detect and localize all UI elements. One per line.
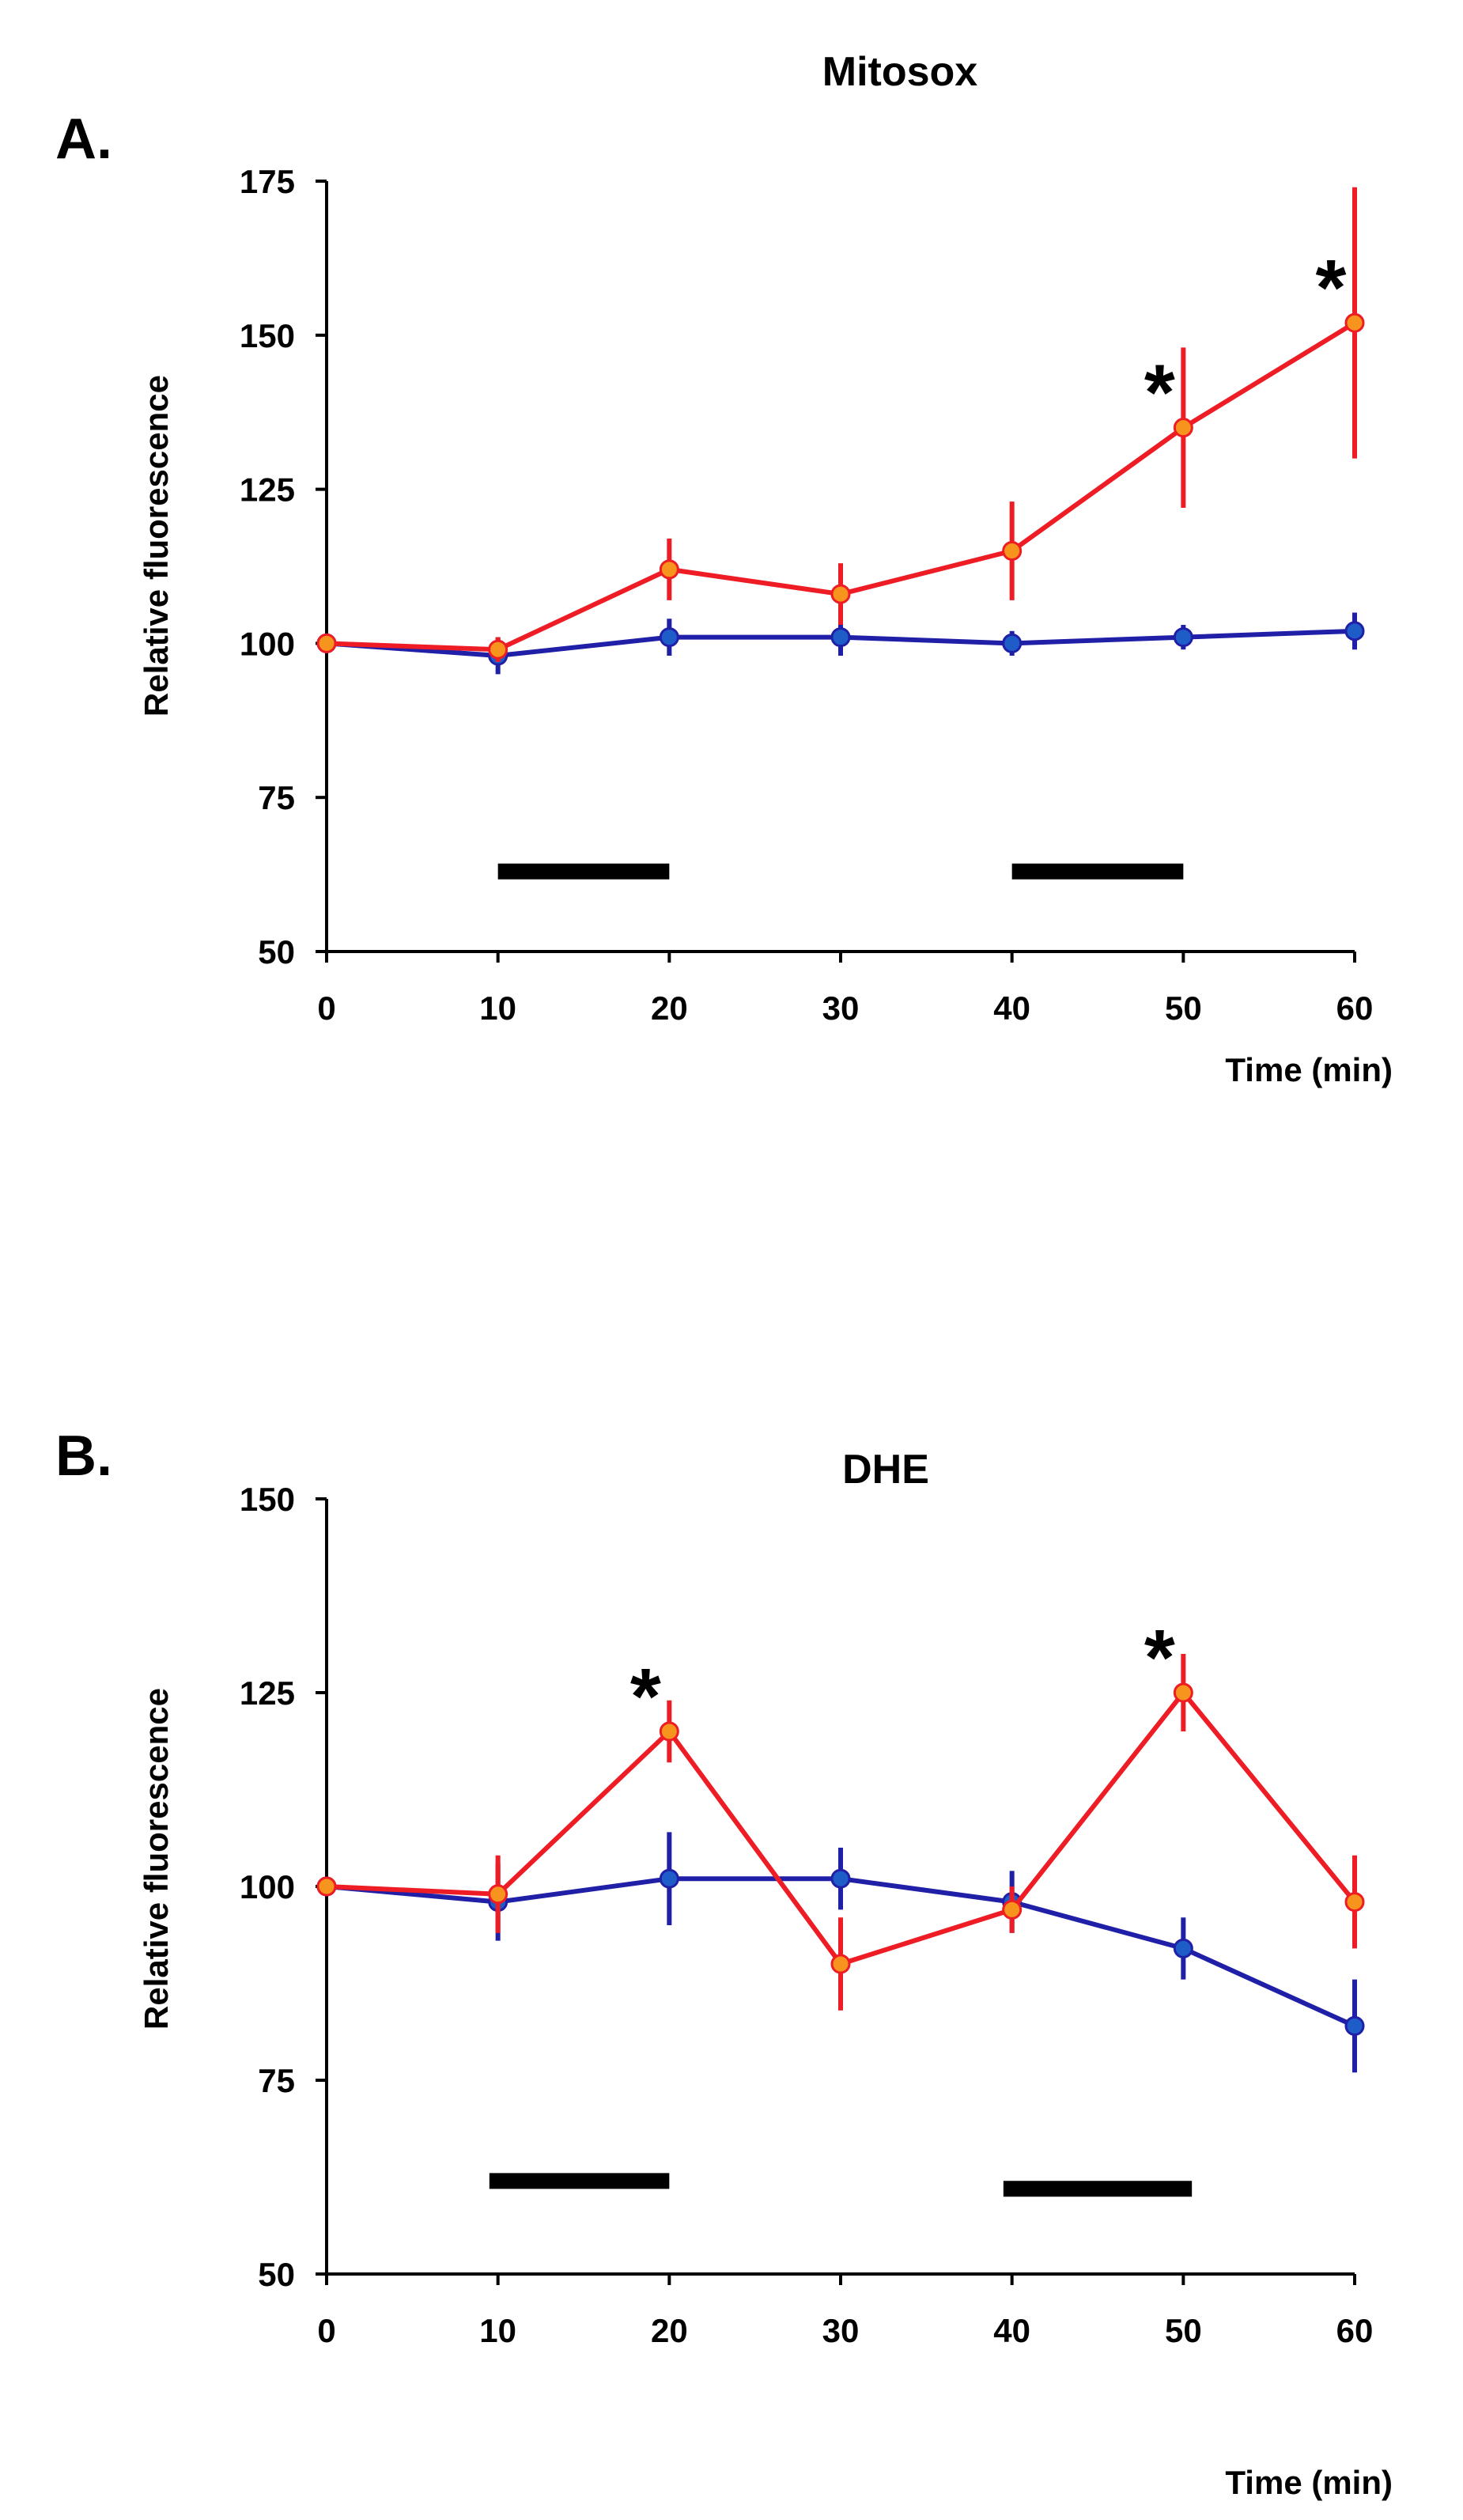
y-axis-label: Relative fluorescence [138, 375, 175, 717]
x-tick-label: 50 [1165, 989, 1202, 1027]
data-point-blue [659, 1868, 679, 1889]
data-point-red [488, 639, 508, 660]
chart-panel-b: B. DHE Relative fluorescence Time (min) … [55, 1425, 1393, 2501]
y-tick-label: 125 [240, 471, 295, 509]
panel-label: B. [55, 1425, 112, 1488]
y-tick-label: 175 [240, 163, 295, 200]
y-tick-label: 100 [240, 625, 295, 662]
data-point-red [659, 559, 679, 580]
data-point-red [316, 1876, 337, 1897]
x-tick-label: 40 [993, 2312, 1030, 2349]
panel-label: A. [55, 108, 112, 171]
data-point-red [1002, 1899, 1023, 1920]
y-tick-label: 50 [258, 933, 295, 971]
y-axis-label: Relative fluorescence [138, 1688, 175, 2030]
data-point-blue [830, 627, 851, 648]
significance-marker: * [1316, 244, 1347, 332]
y-tick-label: 50 [258, 2256, 295, 2293]
x-tick-label: 0 [317, 989, 335, 1027]
data-point-blue [1344, 2015, 1365, 2036]
y-tick-label: 125 [240, 1674, 295, 1712]
data-point-red [1173, 1682, 1193, 1703]
data-point-red [830, 584, 851, 604]
chart-title: Mitosox [822, 49, 978, 95]
data-point-blue [659, 627, 679, 648]
x-tick-label: 30 [822, 2312, 860, 2349]
x-tick-label: 10 [479, 989, 516, 1027]
y-tick-label: 75 [258, 779, 295, 816]
data-point-red [830, 1954, 851, 1974]
significance-marker: * [630, 1652, 661, 1741]
data-point-blue [1173, 1938, 1193, 1958]
significance-marker: * [1144, 349, 1175, 437]
chart-panel-a: A. Mitosox Relative fluorescence Time (m… [55, 49, 1393, 1088]
x-tick-label: 60 [1336, 989, 1374, 1027]
x-axis-label: Time (min) [1225, 2464, 1393, 2501]
y-tick-label: 150 [240, 1481, 295, 1518]
x-tick-label: 10 [479, 2312, 516, 2349]
y-tick-label: 100 [240, 1868, 295, 1905]
x-tick-label: 20 [651, 2312, 688, 2349]
x-axis-label: Time (min) [1225, 1051, 1393, 1088]
significance-marker: * [1144, 1614, 1175, 1702]
data-point-blue [1344, 621, 1365, 641]
data-point-red [659, 1721, 679, 1742]
data-point-blue [1173, 627, 1193, 648]
y-tick-label: 75 [258, 2062, 295, 2099]
y-tick-label: 150 [240, 317, 295, 354]
x-tick-label: 50 [1165, 2312, 1202, 2349]
data-point-blue [1002, 633, 1023, 653]
x-tick-label: 30 [822, 989, 860, 1027]
chart-title: DHE [842, 1447, 929, 1493]
x-tick-label: 60 [1336, 2312, 1374, 2349]
data-point-red [1002, 541, 1023, 562]
data-point-red [1344, 1892, 1365, 1913]
data-point-red [488, 1884, 508, 1905]
x-tick-label: 20 [651, 989, 688, 1027]
data-point-blue [830, 1868, 851, 1889]
x-tick-label: 0 [317, 2312, 335, 2349]
data-point-red [316, 633, 337, 653]
data-point-red [1173, 418, 1193, 438]
x-tick-label: 40 [993, 989, 1030, 1027]
data-point-red [1344, 312, 1365, 333]
